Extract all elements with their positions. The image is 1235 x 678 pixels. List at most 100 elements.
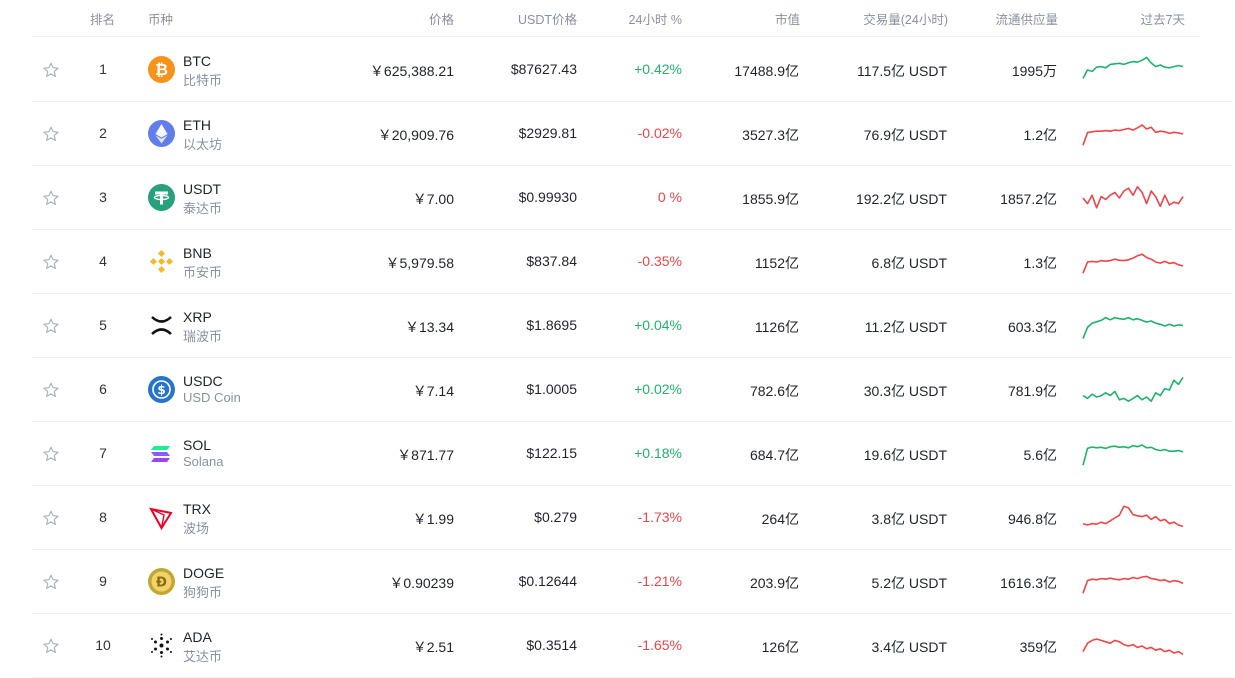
market-cap-cell: 17488.9亿 <box>734 63 799 79</box>
supply-cell: 603.3亿 <box>1007 319 1057 335</box>
coin-symbol[interactable]: XRP <box>183 309 212 325</box>
favorite-star-icon[interactable] <box>42 189 60 207</box>
price-cell: ￥871.77 <box>397 447 454 463</box>
header-volume-24h[interactable]: 交易量(24小时) <box>863 13 948 27</box>
change-24h-cell: 0 % <box>657 189 682 205</box>
market-cap-cell: 3527.3亿 <box>742 127 799 143</box>
change-24h-cell: -1.65% <box>637 637 682 653</box>
supply-cell: 5.6亿 <box>1023 447 1057 463</box>
table-row[interactable]: 4 BNB 币安币 ￥5,979.58 $837.84 -0.35% 1152亿 6.8亿 U… <box>32 229 1232 294</box>
sparkline-path <box>1082 376 1184 403</box>
usdt-price-cell: $0.99930 <box>518 189 577 205</box>
ada-icon <box>151 633 172 658</box>
coin-symbol[interactable]: TRX <box>183 501 211 517</box>
volume-cell: 19.6亿 USDT <box>863 447 947 463</box>
sparkline-path <box>1082 186 1184 209</box>
rank-cell: 3 <box>99 189 107 205</box>
usdt-price-cell: $1.8695 <box>526 317 577 333</box>
sol-icon <box>151 446 170 462</box>
coin-symbol[interactable]: ETH <box>183 117 211 133</box>
coin-symbol[interactable]: USDC <box>183 373 223 389</box>
sparkline-7d <box>1082 56 1184 79</box>
coin-name: 泰达币 <box>183 201 223 216</box>
usdt-price-cell: $2929.81 <box>518 125 577 141</box>
trx-icon <box>149 507 173 531</box>
rank-cell: 8 <box>99 509 107 525</box>
usdt-price-cell: $0.12644 <box>518 573 577 589</box>
header-supply[interactable]: 流通供应量 <box>995 13 1058 27</box>
sparkline-7d <box>1082 124 1184 146</box>
favorite-star-icon[interactable] <box>42 573 60 591</box>
supply-cell: 781.9亿 <box>1007 383 1057 399</box>
table-row[interactable]: 9 Ð DOGE 狗狗币 ￥0.90239 $0.12644 -1.21% 203.9亿 5.2… <box>32 549 1232 614</box>
coin-symbol[interactable]: DOGE <box>183 565 225 581</box>
svg-text:Ð: Ð <box>156 576 167 591</box>
price-cell: ￥625,388.21 <box>369 63 454 79</box>
price-cell: ￥7.00 <box>412 191 454 207</box>
table-row[interactable]: 10 ADA 艾达币 ￥2.51 $0.3514 -1.65% 126亿 3.4亿 USDT 3… <box>32 613 1232 678</box>
table-row[interactable]: 8 TRX 波场 ￥1.99 $0.279 -1.73% 264亿 3.8亿 USDT 946.… <box>32 485 1232 550</box>
favorite-star-icon[interactable] <box>42 61 60 79</box>
price-cell: ￥13.34 <box>404 319 454 335</box>
favorite-star-icon[interactable] <box>42 637 60 655</box>
change-24h-cell: +0.18% <box>634 445 682 461</box>
header-market-cap[interactable]: 市值 <box>774 13 800 27</box>
supply-cell: 1.3亿 <box>1023 255 1057 271</box>
header-last-7d: 过去7天 <box>1140 13 1185 27</box>
coin-symbol[interactable]: BTC <box>183 53 211 69</box>
price-cell: ￥0.90239 <box>389 575 454 591</box>
header-rank[interactable]: 排名 <box>90 13 116 27</box>
coin-symbol[interactable]: ADA <box>183 629 212 645</box>
favorite-star-icon[interactable] <box>42 253 60 271</box>
volume-cell: 76.9亿 USDT <box>863 127 947 143</box>
supply-cell: 1857.2亿 <box>1000 191 1057 207</box>
favorite-star-icon[interactable] <box>42 509 60 527</box>
svg-text:$: $ <box>157 383 165 397</box>
supply-cell: 1.2亿 <box>1023 127 1057 143</box>
favorite-star-icon[interactable] <box>42 125 60 143</box>
coin-symbol[interactable]: USDT <box>183 181 222 197</box>
header-change-24h[interactable]: 24小时 % <box>628 13 683 27</box>
favorite-star-icon[interactable] <box>42 445 60 463</box>
btc-icon: ₿ <box>148 56 175 83</box>
favorite-star-icon[interactable] <box>42 317 60 335</box>
volume-cell: 11.2亿 USDT <box>864 319 947 335</box>
doge-icon: Ð <box>148 568 175 595</box>
sparkline-7d <box>1082 638 1184 656</box>
coin-symbol[interactable]: SOL <box>183 437 212 453</box>
market-cap-cell: 1855.9亿 <box>742 191 799 207</box>
sparkline-path <box>1082 575 1184 594</box>
volume-cell: 117.5亿 USDT <box>857 63 947 79</box>
sparkline-path <box>1082 638 1184 656</box>
usdt-price-cell: $87627.43 <box>510 61 577 77</box>
table-row[interactable]: 5 XRP 瑞波币 ￥13.34 $1.8695 +0.04% 1126亿 11.2亿 USD… <box>32 293 1232 358</box>
header-price[interactable]: 价格 <box>428 13 454 27</box>
usdc-icon: $ <box>148 376 175 403</box>
coin-name: Solana <box>183 454 224 469</box>
favorite-star-icon[interactable] <box>42 381 60 399</box>
header-usdt-price[interactable]: USDT价格 <box>517 13 577 27</box>
table-row[interactable]: 3 USDT 泰达币 ￥7.00 $0.99930 0 % 1855.9亿 192.2亿 US… <box>32 165 1232 230</box>
supply-cell: 1616.3亿 <box>1000 575 1057 591</box>
change-24h-cell: -0.02% <box>637 125 682 141</box>
table-row[interactable]: 7 SOL Solana ￥871.77 $122.15 +0.18% 684.7亿 19.6… <box>32 421 1232 486</box>
table-row[interactable]: 1 ₿ BTC 比特币 ￥625,388.21 $87627.43 +0.42% 17488.… <box>32 37 1232 102</box>
table-row[interactable]: 6 $ USDC USD Coin ￥7.14 $1.0005 +0.02% 782.6亿 30… <box>32 357 1232 422</box>
market-cap-cell: 1152亿 <box>754 255 799 271</box>
volume-cell: 6.8亿 USDT <box>871 255 947 271</box>
rank-cell: 6 <box>99 381 107 397</box>
market-cap-cell: 203.9亿 <box>749 575 799 591</box>
usdt-price-cell: $1.0005 <box>526 381 577 397</box>
table-row[interactable]: 2 ETH 以太坊 ￥20,909.76 $2929.81 -0.02% 3527.3亿 76… <box>32 101 1232 166</box>
sparkline-7d <box>1082 575 1184 594</box>
usdt-price-cell: $837.84 <box>526 253 577 269</box>
xrp-icon <box>151 316 172 335</box>
bnb-icon <box>149 249 174 274</box>
coin-symbol[interactable]: BNB <box>183 245 212 261</box>
rank-cell: 7 <box>99 445 107 461</box>
coin-name: 瑞波币 <box>183 329 223 344</box>
usdt-icon <box>148 184 175 211</box>
sparkline-path <box>1082 444 1184 466</box>
coin-name: 币安币 <box>183 265 223 280</box>
